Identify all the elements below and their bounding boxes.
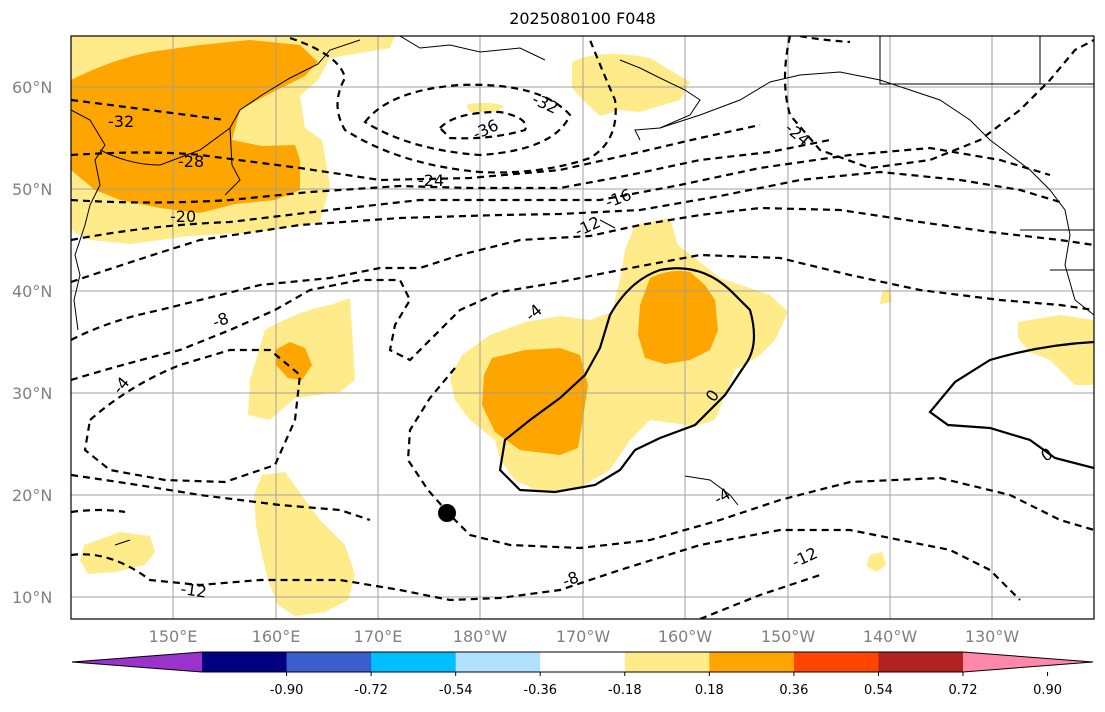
colorbar-segment bbox=[202, 652, 288, 672]
colorbar-outline bbox=[71, 651, 1094, 673]
coastlines bbox=[71, 36, 1094, 546]
contour-label: -32 bbox=[108, 112, 134, 131]
shading-positive-orange bbox=[71, 40, 718, 455]
colorbar-tick-label: -0.54 bbox=[439, 683, 473, 698]
lat-label: 30°N bbox=[12, 384, 52, 403]
colorbar-segment bbox=[371, 652, 457, 672]
colorbar-segment bbox=[540, 652, 626, 672]
lat-label: 20°N bbox=[12, 486, 52, 505]
contours-zero bbox=[498, 267, 1094, 494]
contour-label: -20 bbox=[170, 207, 196, 226]
contour-label: -28 bbox=[178, 152, 204, 171]
map-title: 2025080100 F048 bbox=[509, 9, 656, 28]
lat-label: 60°N bbox=[12, 78, 52, 97]
lon-label: 130°W bbox=[965, 627, 1020, 646]
contour-label: -8 bbox=[210, 308, 231, 331]
lon-label: 150°W bbox=[761, 627, 816, 646]
colorbar-tick-label: 0.90 bbox=[1033, 683, 1062, 698]
contour-label: -24 bbox=[418, 171, 444, 190]
lon-label: 170°E bbox=[354, 627, 403, 646]
colorbar-segment bbox=[878, 652, 964, 672]
colorbar-segment bbox=[624, 652, 710, 672]
colorbar-extend-high bbox=[963, 652, 1093, 672]
lon-label: 180°W bbox=[453, 627, 508, 646]
longitude-labels: 150°E 160°E 170°E 180°W 170°W 160°W 150°… bbox=[149, 627, 1020, 646]
map-frame bbox=[70, 35, 1095, 620]
lat-label: 50°N bbox=[12, 180, 52, 199]
colorbar-tick-label: -0.90 bbox=[270, 683, 304, 698]
colorbar-tick-label: -0.18 bbox=[608, 683, 642, 698]
lon-label: 150°E bbox=[149, 627, 198, 646]
lon-label: 160°E bbox=[252, 627, 301, 646]
lat-label: 10°N bbox=[12, 588, 52, 607]
contour-label: -12 bbox=[179, 579, 208, 601]
colorbar-tick-label: 0.54 bbox=[864, 683, 893, 698]
colorbar-tick-label: 0.18 bbox=[695, 683, 724, 698]
lon-label: 140°W bbox=[863, 627, 918, 646]
lon-label: 170°W bbox=[556, 627, 611, 646]
colorbar-segment bbox=[793, 652, 879, 672]
colorbar: -0.90 -0.72 -0.54 -0.36 -0.18 0.18 0.36 0.54 0.7… bbox=[71, 651, 1094, 698]
lat-label: 40°N bbox=[12, 282, 52, 301]
colorbar-segment bbox=[455, 652, 541, 672]
colorbar-extend-low bbox=[72, 652, 202, 672]
colorbar-tick-label: 0.72 bbox=[949, 683, 978, 698]
typhoon-position-dot bbox=[438, 504, 456, 522]
gridlines bbox=[71, 36, 1094, 619]
contour-label: -8 bbox=[560, 567, 581, 590]
lon-label: 160°W bbox=[658, 627, 713, 646]
colorbar-segment bbox=[286, 652, 372, 672]
colorbar-tick-label: 0.36 bbox=[779, 683, 808, 698]
map-plot-area: -32 -36 -32 -28 -24 -24 -20 -16 -12 -8 -… bbox=[71, 36, 1094, 619]
colorbar-tick-label: -0.72 bbox=[354, 683, 388, 698]
colorbar-tick-label: -0.36 bbox=[523, 683, 557, 698]
contours-negative bbox=[71, 36, 1094, 619]
colorbar-segment bbox=[709, 652, 795, 672]
latitude-labels: 60°N 50°N 40°N 30°N 20°N 10°N bbox=[12, 78, 52, 607]
